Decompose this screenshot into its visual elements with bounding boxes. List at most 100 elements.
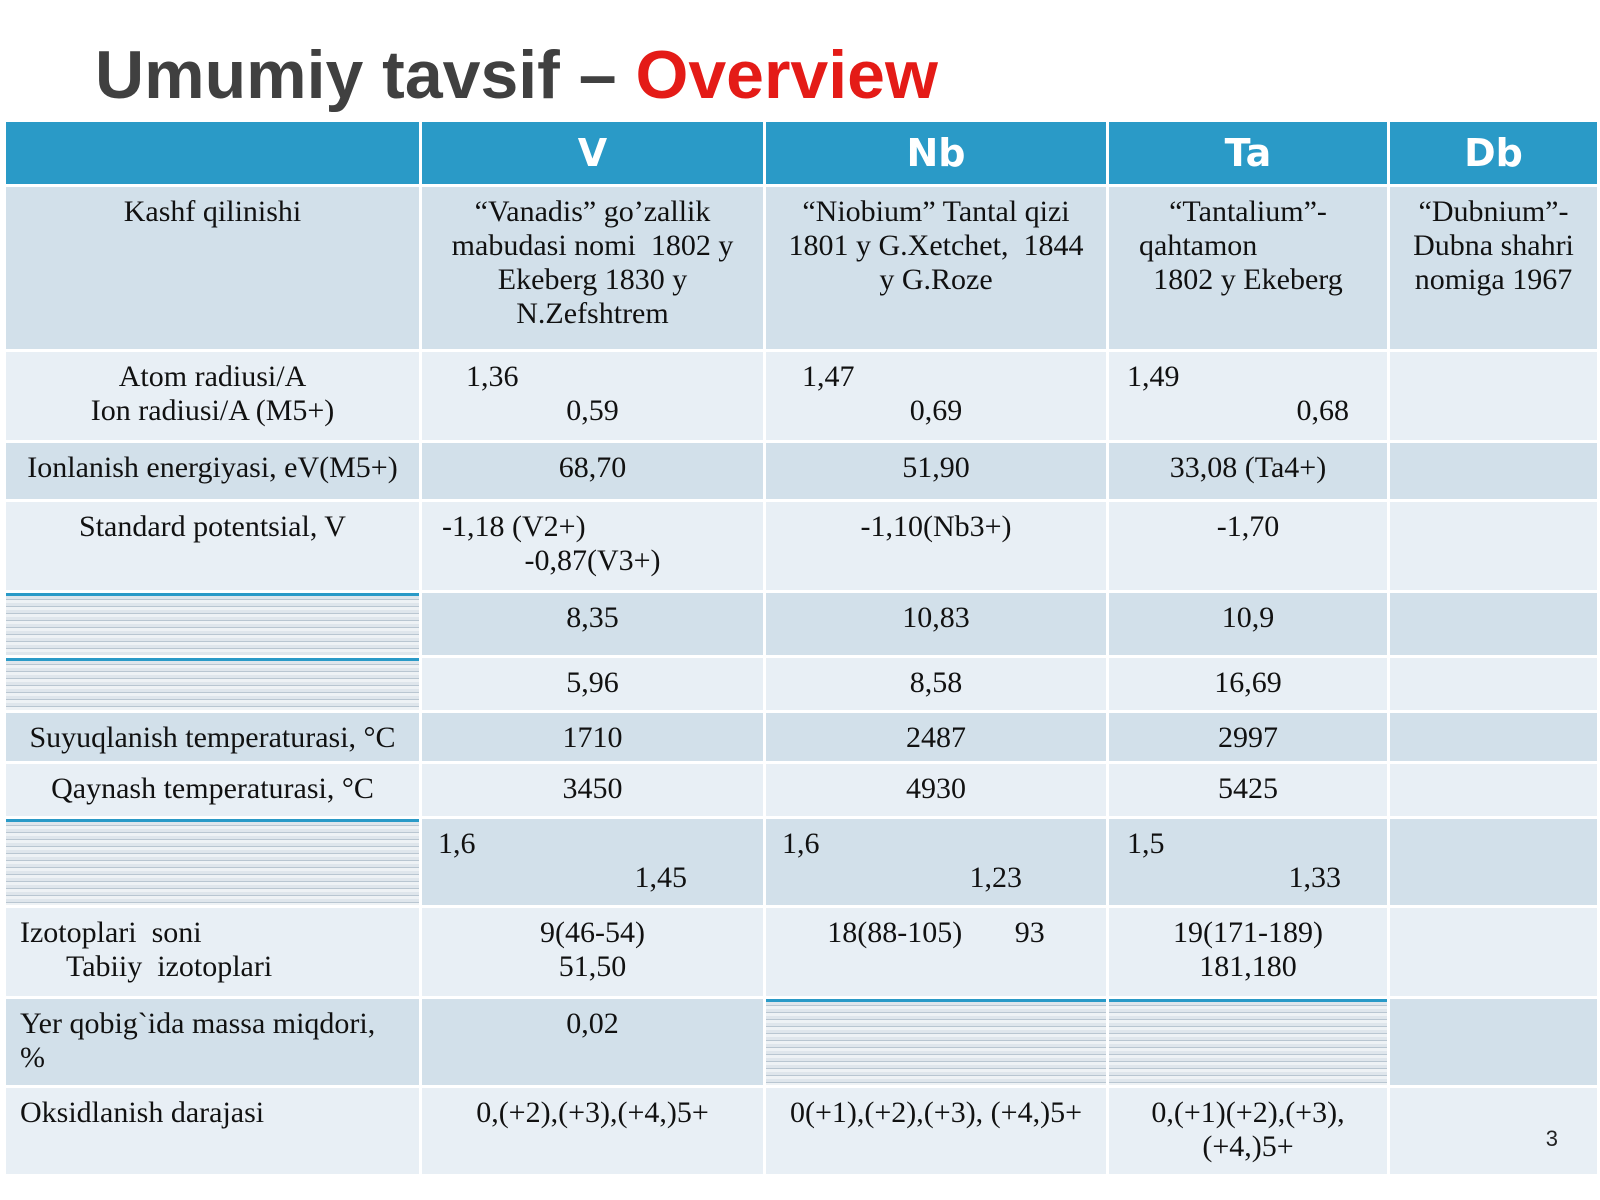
cell-text: Atom radiusi/A (118, 360, 307, 393)
cell-text: 1,36 (466, 360, 519, 393)
table-cell: Atom radiusi/A Ion radiusi/A (M5+) (6, 352, 419, 440)
table-cell: 1710 (422, 713, 763, 761)
table-cell: -1,70 (1109, 502, 1387, 590)
cell-text: Oksidlanish darajasi (20, 1096, 265, 1129)
table-cell (1390, 713, 1597, 761)
cell-text: 1801 y G.Xetchet, 1844 (788, 229, 1084, 262)
embedded-image (766, 999, 1106, 1085)
table-cell: -1,18 (V2+) -0,87(V3+) (422, 502, 763, 590)
cell-text: 19(171-189) (1173, 916, 1323, 949)
table-cell: 0,(+1)(+2),(+3), (+4,)5+ (1109, 1088, 1387, 1174)
cell-text: 10,9 (1221, 601, 1275, 634)
table-cell: Suyuqlanish temperaturasi, °C (6, 713, 419, 761)
table: V Nb Ta Db Kashf qilinishi “Vanadis” go’zalli… (6, 122, 1597, 1174)
table-cell: 9(46-54) 51,50 (422, 908, 763, 996)
cell-text: (+4,)5+ (1202, 1130, 1294, 1163)
cell-text: Kashf qilinishi (123, 195, 302, 228)
cell-text: 1,47 (802, 360, 855, 393)
cell-text: 33,08 (Ta4+) (1169, 451, 1327, 484)
table-cell: 10,9 (1109, 593, 1387, 655)
table-cell (1390, 443, 1597, 499)
table-cell: 51,90 (766, 443, 1106, 499)
table-cell: 19(171-189) 181,180 (1109, 908, 1387, 996)
cell-text: 51,90 (902, 451, 970, 484)
table-cell: 18(88-105) 93 (766, 908, 1106, 996)
cell-text: 1,6 (782, 827, 820, 860)
header-cell: V (422, 122, 763, 184)
header-cell: Db (1390, 122, 1597, 184)
table-cell: Kashf qilinishi (6, 187, 419, 349)
table-cell: 5,96 (422, 658, 763, 710)
table-cell (1390, 764, 1597, 816)
table-cell: 1,6 1,23 (766, 819, 1106, 905)
cell-text: qahtamon (1139, 229, 1258, 262)
cell-text: 5425 (1218, 772, 1278, 805)
header-cell (6, 122, 419, 184)
embedded-image (6, 819, 419, 905)
table-cell: “Dubnium”- Dubna shahri nomiga 1967 (1390, 187, 1597, 349)
table-cell: -1,10(Nb3+) (766, 502, 1106, 590)
cell-text: 68,70 (558, 451, 627, 484)
table-cell: 0,(+2),(+3),(+4,)5+ (422, 1088, 763, 1174)
table-cell: 2487 (766, 713, 1106, 761)
cell-text: “Niobium” Tantal qizi (802, 195, 1070, 228)
cell-text: 51,50 (558, 950, 627, 983)
cell-text: 1802 y Ekeberg (1153, 263, 1343, 296)
cell-text: 1,6 (438, 827, 476, 860)
cell-text: 3450 (562, 772, 623, 805)
cell-text: Tabiiy izotoplari (66, 950, 273, 983)
table-cell (1390, 908, 1597, 996)
table-cell (1390, 819, 1597, 905)
table-cell: 4930 (766, 764, 1106, 816)
cell-text: 0,69 (909, 394, 963, 427)
title-main: Umumiy tavsif – (95, 37, 617, 113)
cell-text: 5,96 (566, 666, 619, 699)
cell-text: 1,45 (634, 861, 688, 894)
table-cell: Oksidlanish darajasi (6, 1088, 419, 1174)
cell-text: -1,10(Nb3+) (860, 510, 1012, 543)
table-cell: 8,35 (422, 593, 763, 655)
table-cell (1390, 999, 1597, 1085)
cell-text: 0(+1),(+2),(+3), (+4,)5+ (789, 1096, 1083, 1129)
table-cell: 0(+1),(+2),(+3), (+4,)5+ (766, 1088, 1106, 1174)
cell-text: Ionlanish energiyasi, eV(M5+) (27, 451, 398, 484)
cell-text: “Dubnium”- (1418, 195, 1569, 228)
cell-text: 0,(+1)(+2),(+3), (1151, 1096, 1345, 1129)
table-cell: Qaynash temperaturasi, °C (6, 764, 419, 816)
table-cell (1390, 658, 1597, 710)
table-cell: 1,47 0,69 (766, 352, 1106, 440)
table-cell: 1,5 1,33 (1109, 819, 1387, 905)
cell-text: 2997 (1218, 721, 1278, 754)
table-cell: Yer qobig`ida massa miqdori,% (6, 999, 419, 1085)
table-cell: “Niobium” Tantal qizi 1801 y G.Xetchet, 1… (766, 187, 1106, 349)
cell-text: -0,87(V3+) (524, 544, 661, 577)
cell-text: Qaynash temperaturasi, °C (51, 772, 374, 805)
cell-text: 8,58 (909, 666, 963, 699)
cell-text: 1710 (562, 721, 623, 754)
cell-text: 0,68 (1296, 394, 1350, 427)
cell-text: 0,02 (566, 1007, 619, 1040)
cell-text: 9(46-54) (540, 916, 645, 949)
table-cell: 16,69 (1109, 658, 1387, 710)
embedded-image (6, 593, 419, 655)
embedded-image (1109, 999, 1387, 1085)
table-cell: 1,36 0,59 (422, 352, 763, 440)
cell-text: “Tantalium”- (1169, 195, 1327, 228)
cell-text: 181,180 (1199, 950, 1297, 983)
cell-text: Dubna shahri (1413, 229, 1574, 262)
cell-text: mabudasi nomi 1802 y (451, 229, 734, 262)
cell-text: Izotoplari soni (20, 916, 202, 949)
table-cell: 1,6 1,45 (422, 819, 763, 905)
cell-text: 1,23 (969, 861, 1023, 894)
table-cell: 2997 (1109, 713, 1387, 761)
title: Umumiy tavsif – Overview (95, 36, 938, 114)
cell-text: nomiga 1967 (1414, 263, 1573, 296)
embedded-image (6, 658, 419, 710)
title-highlight: Overview (635, 37, 938, 113)
header-cell: Nb (766, 122, 1106, 184)
table-cell: “Tantalium”- qahtamon 1802 y Ekeberg (1109, 187, 1387, 349)
cell-text: Yer qobig`ida massa miqdori, (20, 1007, 376, 1040)
cell-text: 4930 (906, 772, 966, 805)
cell-text: Ekeberg 1830 y (497, 263, 688, 296)
